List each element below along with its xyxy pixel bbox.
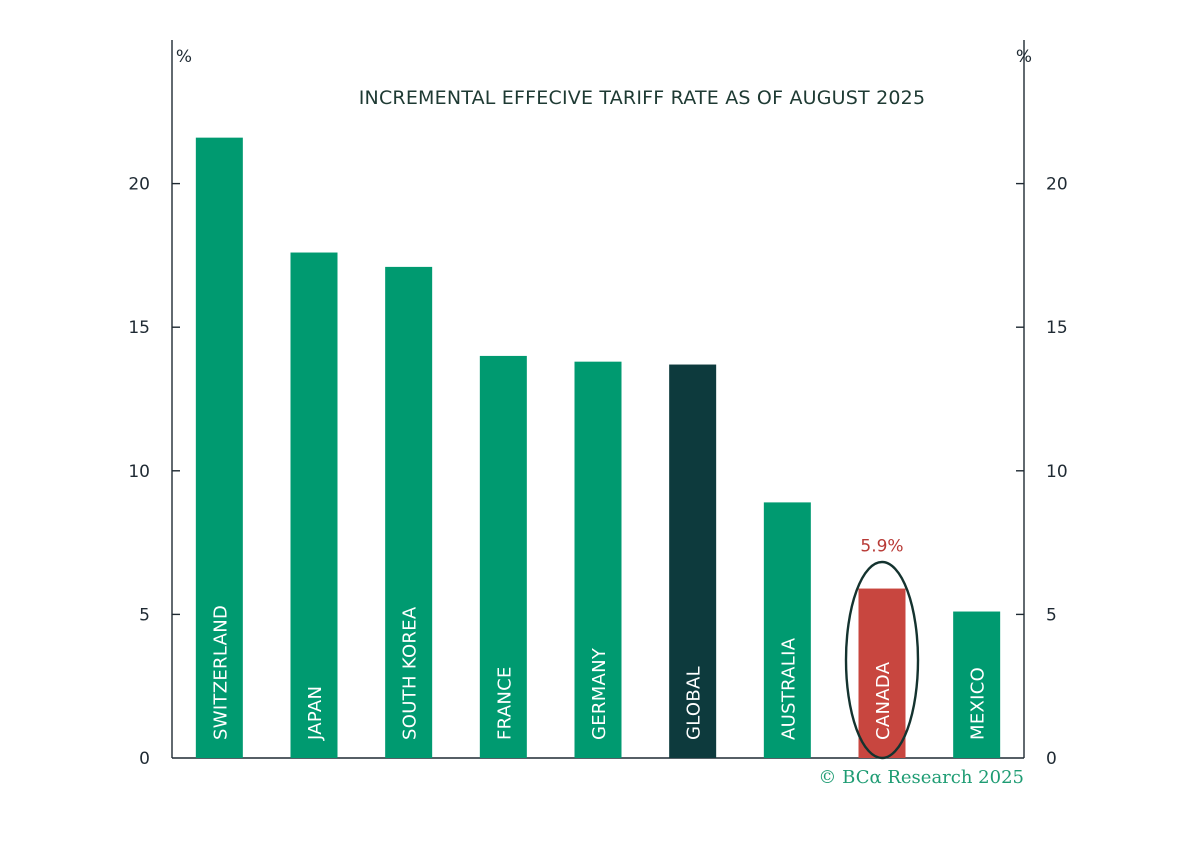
chart-title: INCREMENTAL EFFECIVE TARIFF RATE AS OF A… (359, 87, 925, 109)
bar-label-mexico: MEXICO (968, 667, 989, 740)
left-tick-label: 0 (139, 749, 150, 769)
highlight-value-label: 5.9% (860, 537, 903, 557)
right-tick-label: 10 (1046, 462, 1068, 482)
bar-germany (574, 361, 622, 758)
right-tick-label: 0 (1046, 749, 1057, 769)
right-axis-unit: % (1016, 47, 1032, 67)
bar-france (479, 355, 527, 758)
bar-label-global: GLOBAL (684, 666, 705, 740)
bar-label-switzerland: SWITZERLAND (210, 605, 231, 740)
bar-label-france: FRANCE (494, 666, 515, 740)
bar-label-germany: GERMANY (589, 647, 610, 740)
bar-global (669, 364, 717, 758)
right-tick-label: 5 (1046, 605, 1057, 625)
chart-bars (195, 137, 1001, 758)
bar-label-japan: JAPAN (305, 686, 326, 741)
left-tick-label: 5 (139, 605, 150, 625)
left-tick-label: 10 (128, 462, 150, 482)
bar-canada (858, 588, 906, 758)
bar-japan (290, 252, 338, 758)
bar-mexico (953, 611, 1001, 758)
right-tick-label: 15 (1046, 318, 1068, 338)
bar-label-south-korea: SOUTH KOREA (400, 606, 421, 740)
bar-label-canada: CANADA (873, 661, 894, 740)
source-credit: © BCα Research 2025 (818, 767, 1024, 788)
bar-switzerland (195, 137, 243, 758)
bar-label-australia: AUSTRALIA (778, 637, 799, 740)
bar-south-korea (385, 266, 433, 758)
bar-australia (763, 502, 811, 758)
left-axis-unit: % (176, 47, 192, 67)
chart-bar-labels: SWITZERLAND JAPAN SOUTH KOREA FRANCE GERMANY… (210, 537, 989, 760)
left-tick-label: 15 (128, 318, 150, 338)
right-tick-label: 20 (1046, 175, 1068, 195)
left-tick-label: 20 (128, 175, 150, 195)
highlight-ellipse (844, 560, 920, 760)
